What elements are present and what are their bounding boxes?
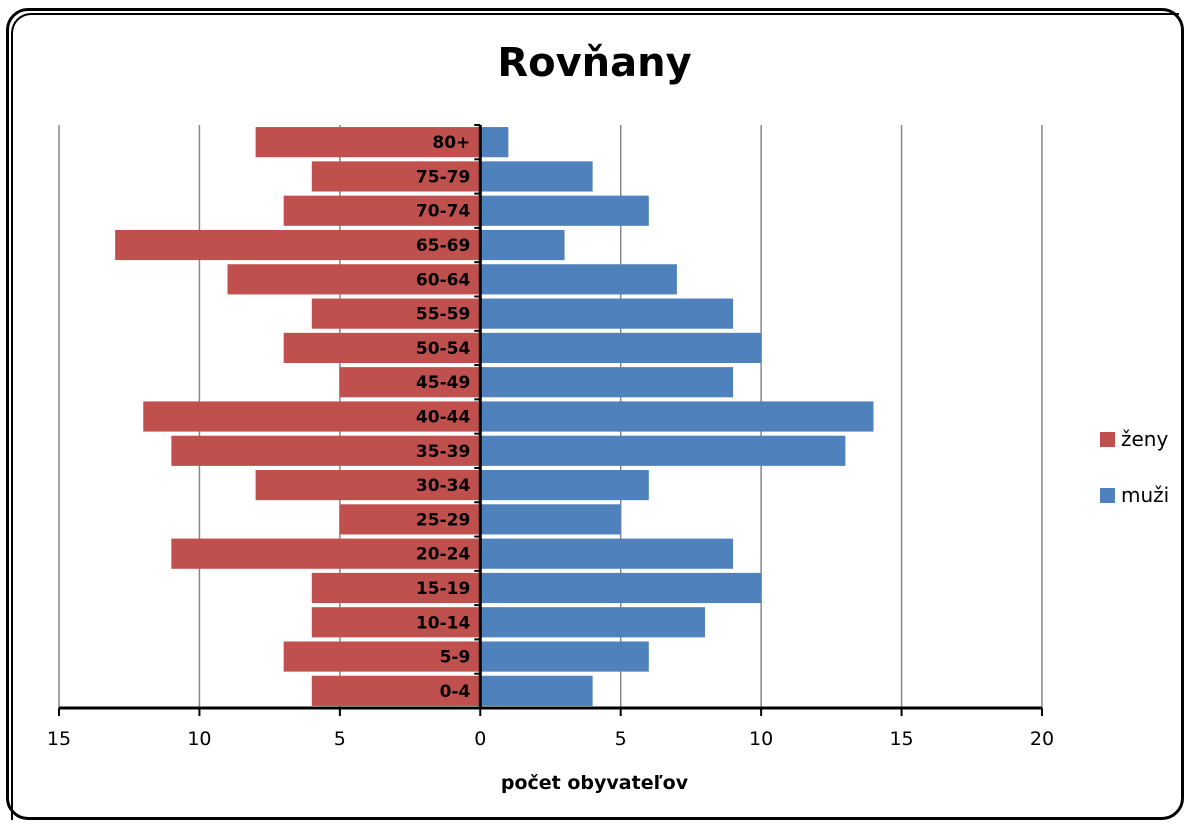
x-tick-label-4: 5 xyxy=(615,728,627,750)
bar-zeny-20-24 xyxy=(171,538,481,569)
bar-muzi-25-29 xyxy=(480,504,621,535)
bar-zeny-10-14 xyxy=(311,607,481,638)
category-label-25-29: 25-29 xyxy=(416,510,470,530)
bar-zeny-65-69 xyxy=(115,229,481,261)
category-label-70-74: 70-74 xyxy=(416,202,471,222)
bar-zeny-70-74 xyxy=(283,195,481,226)
legend: ženy muži xyxy=(1100,425,1169,537)
bar-muzi-65-69 xyxy=(480,229,565,261)
category-label-55-59: 55-59 xyxy=(416,305,470,325)
category-label-35-39: 35-39 xyxy=(416,442,470,462)
bar-zeny-40-44 xyxy=(143,401,481,432)
bar-muzi-30-34 xyxy=(480,469,649,501)
category-label-5-9: 5-9 xyxy=(440,648,471,668)
category-label-45-49: 45-49 xyxy=(416,373,470,393)
bar-zeny-80+ xyxy=(255,127,481,158)
bar-muzi-70-74 xyxy=(480,195,649,226)
bar-zeny-45-49 xyxy=(339,367,481,398)
legend-swatch-muzi xyxy=(1100,487,1115,503)
x-tick-label-5: 10 xyxy=(749,728,773,750)
bar-muzi-40-44 xyxy=(480,401,874,432)
bar-muzi-50-54 xyxy=(480,332,762,364)
bar-zeny-55-59 xyxy=(311,298,481,329)
category-label-20-24: 20-24 xyxy=(416,545,471,565)
bar-muzi-10-14 xyxy=(480,607,705,638)
category-label-10-14: 10-14 xyxy=(416,613,471,633)
bar-zeny-75-79 xyxy=(311,161,481,192)
bar-muzi-45-49 xyxy=(480,367,734,398)
bar-muzi-0-4 xyxy=(480,675,593,706)
bar-muzi-35-39 xyxy=(480,435,846,466)
category-label-60-64: 60-64 xyxy=(416,270,471,290)
x-tick-label-6: 15 xyxy=(889,728,913,750)
category-label-0-4: 0-4 xyxy=(440,682,471,702)
bar-zeny-60-64 xyxy=(227,264,481,295)
bar-zeny-50-54 xyxy=(283,332,481,364)
x-axis-label: počet obyvateľov xyxy=(500,772,689,794)
bar-muzi-55-59 xyxy=(480,298,734,329)
bar-zeny-15-19 xyxy=(311,572,481,604)
x-tick-label-1: 10 xyxy=(187,728,211,750)
x-tick-label-7: 20 xyxy=(1030,728,1054,750)
legend-label-zeny: ženy xyxy=(1121,427,1169,451)
category-label-75-79: 75-79 xyxy=(416,167,470,187)
bar-muzi-60-64 xyxy=(480,264,677,295)
bar-zeny-30-34 xyxy=(255,469,481,501)
bar-zeny-35-39 xyxy=(171,435,481,466)
bar-muzi-5-9 xyxy=(480,641,649,672)
category-label-50-54: 50-54 xyxy=(416,339,471,359)
bar-muzi-15-19 xyxy=(480,572,762,604)
category-label-80+: 80+ xyxy=(432,133,470,153)
chart-title: Rovňany xyxy=(497,40,692,86)
bar-muzi-75-79 xyxy=(480,161,593,192)
category-label-65-69: 65-69 xyxy=(416,236,470,256)
category-label-30-34: 30-34 xyxy=(416,476,471,496)
bar-zeny-25-29 xyxy=(339,504,481,535)
legend-item-muzi: muži xyxy=(1100,481,1169,509)
legend-label-muzi: muži xyxy=(1121,483,1170,507)
x-tick-label-0: 15 xyxy=(47,728,71,750)
category-label-40-44: 40-44 xyxy=(416,408,471,428)
bar-zeny-5-9 xyxy=(283,641,481,672)
bar-muzi-80+ xyxy=(480,127,509,158)
x-tick-label-2: 5 xyxy=(334,728,346,750)
legend-item-zeny: ženy xyxy=(1100,425,1169,453)
bar-muzi-20-24 xyxy=(480,538,734,569)
legend-swatch-zeny xyxy=(1100,431,1115,447)
bar-zeny-0-4 xyxy=(311,675,481,706)
x-tick-label-3: 0 xyxy=(474,728,486,750)
category-label-15-19: 15-19 xyxy=(416,579,470,599)
